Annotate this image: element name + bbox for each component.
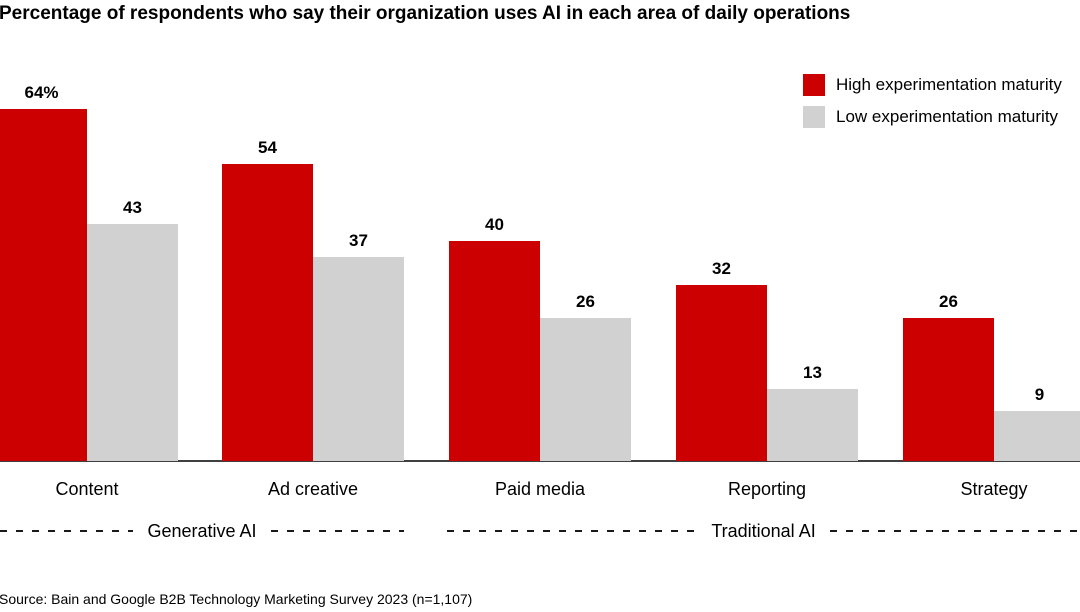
dashed-line <box>447 530 698 532</box>
bar-low-content <box>87 224 178 461</box>
bar-low-paid-media <box>540 318 631 461</box>
bar-low-strategy <box>994 411 1080 461</box>
dashed-line <box>0 530 134 532</box>
category-label-strategy: Strategy <box>960 479 1028 499</box>
group-bracket-generative-ai: Generative AI <box>0 520 405 542</box>
bar-high-ad-creative <box>222 164 313 461</box>
value-label: 40 <box>485 215 504 234</box>
legend-item-low: Low experimentation maturity <box>803 106 1062 128</box>
group-label: Generative AI <box>147 520 257 541</box>
value-label: 54 <box>258 138 277 157</box>
category-label-content: Content <box>55 479 119 499</box>
bar-high-reporting <box>676 285 767 461</box>
bar-low-ad-creative <box>313 257 404 461</box>
value-label: 13 <box>803 363 822 382</box>
group-bracket-traditional-ai: Traditional AI <box>447 520 1080 542</box>
bar-high-content <box>0 109 87 461</box>
value-label: 43 <box>123 198 142 217</box>
legend-item-high: High experimentation maturity <box>803 74 1062 96</box>
dashed-line <box>829 530 1080 532</box>
legend-swatch <box>803 106 825 128</box>
group-label: Traditional AI <box>711 520 816 541</box>
value-label: 26 <box>576 292 595 311</box>
source-note: Source: Bain and Google B2B Technology M… <box>0 591 473 607</box>
category-label-reporting: Reporting <box>727 479 807 499</box>
legend-label: Low experimentation maturity <box>836 107 1059 126</box>
x-axis-line <box>0 460 1080 462</box>
value-label: 64% <box>24 83 59 102</box>
legend-swatch <box>803 74 825 96</box>
value-label: 26 <box>939 292 958 311</box>
category-label-paid-media: Paid media <box>494 479 586 499</box>
legend: High experimentation maturity Low experim… <box>803 74 1062 138</box>
bar-high-strategy <box>903 318 994 461</box>
bar-low-reporting <box>767 389 858 461</box>
value-label: 9 <box>1034 385 1045 404</box>
legend-label: High experimentation maturity <box>836 75 1062 94</box>
bar-high-paid-media <box>449 241 540 461</box>
category-label-ad-creative: Ad creative <box>267 479 359 499</box>
value-label: 32 <box>712 259 731 278</box>
value-label: 37 <box>349 231 368 250</box>
chart-title: Percentage of respondents who say their … <box>0 3 851 24</box>
dashed-line <box>270 530 405 532</box>
